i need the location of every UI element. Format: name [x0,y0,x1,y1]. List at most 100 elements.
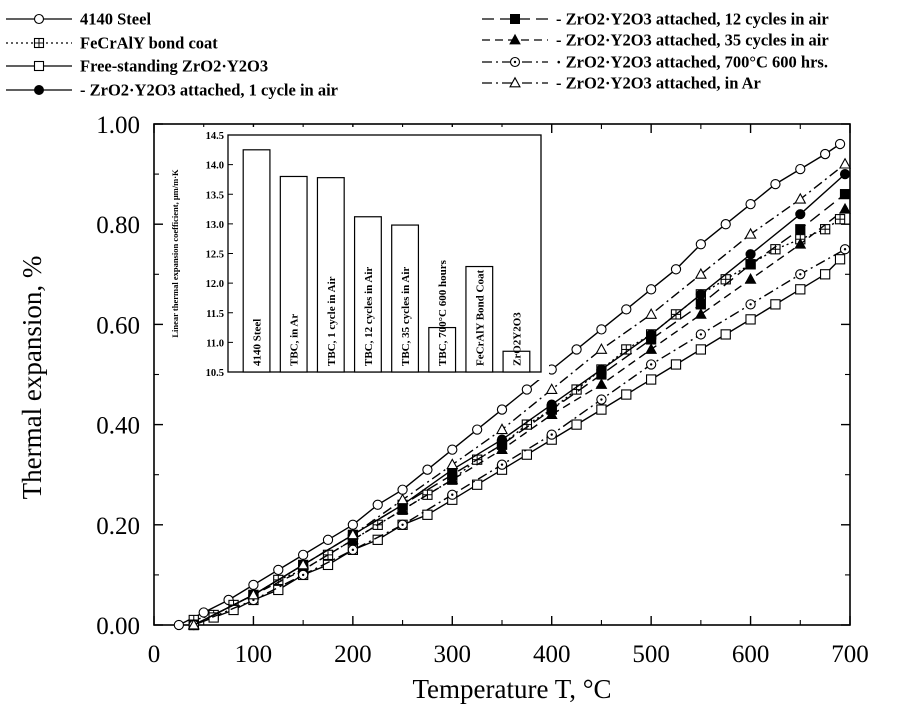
data-point [744,227,757,239]
data-point [596,324,607,335]
y-tick-label: 0.80 [96,212,140,239]
x-tick-label: 600 [732,641,770,668]
data-point [496,423,508,435]
legend-entry-right-3: - ZrO2·Y2O3 attached, in Ar [482,74,761,93]
inset-bar [353,216,382,373]
data-point [446,473,459,485]
legend-entry-left-1: FeCrAlY bond coat [6,34,218,53]
data-point [496,404,508,415]
data-point [745,314,756,325]
data-point [645,343,658,354]
data-point [595,343,608,354]
legend-label: - ZrO2·Y2O3 attached, 12 cycles in air [556,10,829,29]
data-point [422,509,433,520]
inset-y-tick-label: 14.5 [206,131,224,142]
data-point [695,289,706,300]
data-point [545,408,558,419]
inset-y-tick-label: 10.5 [206,368,224,379]
data-point [745,249,756,260]
data-point [347,544,359,555]
inset-bar-label: TBC, 12 cycles in Air [363,267,375,366]
data-point [621,304,632,315]
data-point [695,344,707,355]
data-point [521,449,533,460]
x-tick-label: 300 [434,641,472,668]
data-point [521,384,533,395]
data-point [745,299,756,310]
legend-marker [33,37,45,49]
data-point [471,424,483,435]
data-point [346,528,359,540]
data-point [795,209,806,220]
data-point [621,389,632,400]
data-point [834,138,846,150]
legend-entry-right-1: - ZrO2·Y2O3 attached, 35 cycles in air [482,31,829,50]
series-line [193,208,846,626]
data-point [447,444,458,455]
legend-label: · ZrO2·Y2O3 attached, 700°C 600 hrs. [556,53,828,72]
legend-marker [33,13,45,25]
data-point [720,219,731,230]
data-point [297,558,310,570]
legend-marker [34,85,44,95]
data-point [744,272,757,284]
legend-marker [33,60,45,72]
data-point [645,374,657,385]
legend-label: - ZrO2·Y2O3 attached, 35 cycles in air [556,31,829,50]
x-tick-label: 200 [334,641,372,668]
data-point [695,239,707,250]
legend-label: Free-standing ZrO2·Y2O3 [80,57,268,76]
inset-bar [465,265,494,373]
legend-entry-left-3: - ZrO2·Y2O3 attached, 1 cycle in air [6,81,338,100]
data-point [670,359,682,370]
x-tick-label: 0 [148,641,161,668]
y-tick-label: 0.20 [96,513,140,540]
data-point [571,344,582,355]
inset-bar-label: TBC, in Ar [289,314,301,366]
data-point [839,169,851,180]
inset-bar [391,224,420,373]
data-point [297,569,309,581]
data-point [795,269,806,280]
inset-bar-label: TBC, 1 cycle in Air [326,276,338,366]
series-line [178,143,841,626]
data-point [694,308,707,319]
data-point [297,549,309,561]
x-axis-title: Temperature T, °C [412,674,611,704]
inset-y-tick-label: 14.0 [206,161,224,172]
data-point [770,299,781,310]
data-point [496,459,508,470]
inset-y-axis-title: Linear thermal expansion coefficient, μm… [170,169,180,338]
data-point [397,519,408,530]
data-point [694,267,707,279]
data-point [446,458,459,470]
data-point [839,202,851,214]
data-point [397,484,408,495]
data-point [819,269,831,280]
legend-entry-right-2: · ZrO2·Y2O3 attached, 700°C 600 hrs. [482,53,828,72]
data-point [794,192,807,204]
data-point [695,329,707,340]
inset-y-tick-label: 11.5 [206,309,224,320]
legend-entry-left-2: Free-standing ZrO2·Y2O3 [6,57,268,76]
data-point [670,264,682,275]
data-point [834,214,846,225]
inset-bar-label: FeCrAlY Bond Coat [474,270,486,366]
inset-y-tick-label: 11.0 [206,338,224,349]
data-point [198,607,209,618]
legend-marker [509,76,521,88]
legend-entry-right-0: - ZrO2·Y2O3 attached, 12 cycles in air [482,10,829,29]
inset-y-tick-label: 12.0 [206,279,224,290]
data-point [596,369,607,380]
legend-marker [510,14,520,24]
data-point [770,178,781,190]
inset-bar-label: 4140 Steel [252,319,264,366]
data-point [496,443,508,455]
data-point [695,299,706,310]
data-point [795,284,806,295]
data-point [645,284,657,295]
y-axis-title: Thermal expansion, % [17,256,47,500]
data-point [794,237,807,249]
data-point [795,163,806,175]
inset-bar-label: ZrO2Y2O3 [511,312,523,366]
